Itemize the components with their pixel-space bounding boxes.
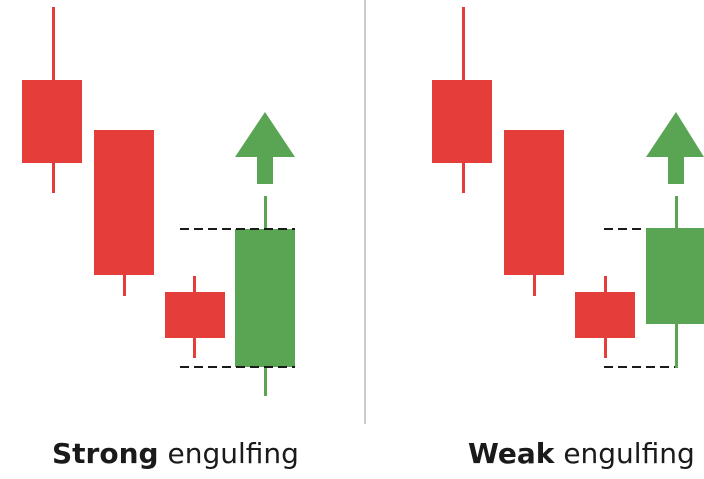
candle-body (165, 292, 225, 338)
up-arrow-icon (646, 112, 704, 184)
candle-wick (533, 270, 536, 296)
candle-wick (123, 270, 126, 296)
candle-bullish-engulfing (235, 196, 295, 396)
candle-body (22, 80, 82, 163)
candle-body (94, 130, 154, 275)
candle-bearish-1 (22, 7, 82, 193)
up-arrow-icon (235, 112, 295, 184)
candle-body (646, 228, 704, 324)
candle-bearish-2 (504, 130, 564, 296)
strong-engulfing-caption: Strong engulfing (52, 440, 299, 468)
weak-engulfing-panel (432, 7, 704, 368)
candle-body (235, 229, 295, 367)
candle-body (575, 292, 635, 338)
candle-bullish-weak (646, 196, 704, 368)
strong-engulfing-panel (22, 7, 295, 396)
caption-bold-word: Weak (468, 437, 555, 470)
candle-bearish-3 (575, 276, 635, 358)
candle-body (504, 130, 564, 275)
candle-bearish-2 (94, 130, 154, 296)
weak-engulfing-caption: Weak engulfing (468, 440, 695, 468)
candle-bearish-1 (432, 7, 492, 193)
caption-bold-word: Strong (52, 437, 159, 470)
caption-rest: engulfing (563, 437, 695, 470)
candle-body (432, 80, 492, 163)
candle-bearish-3 (165, 276, 225, 358)
caption-rest: engulfing (167, 437, 299, 470)
